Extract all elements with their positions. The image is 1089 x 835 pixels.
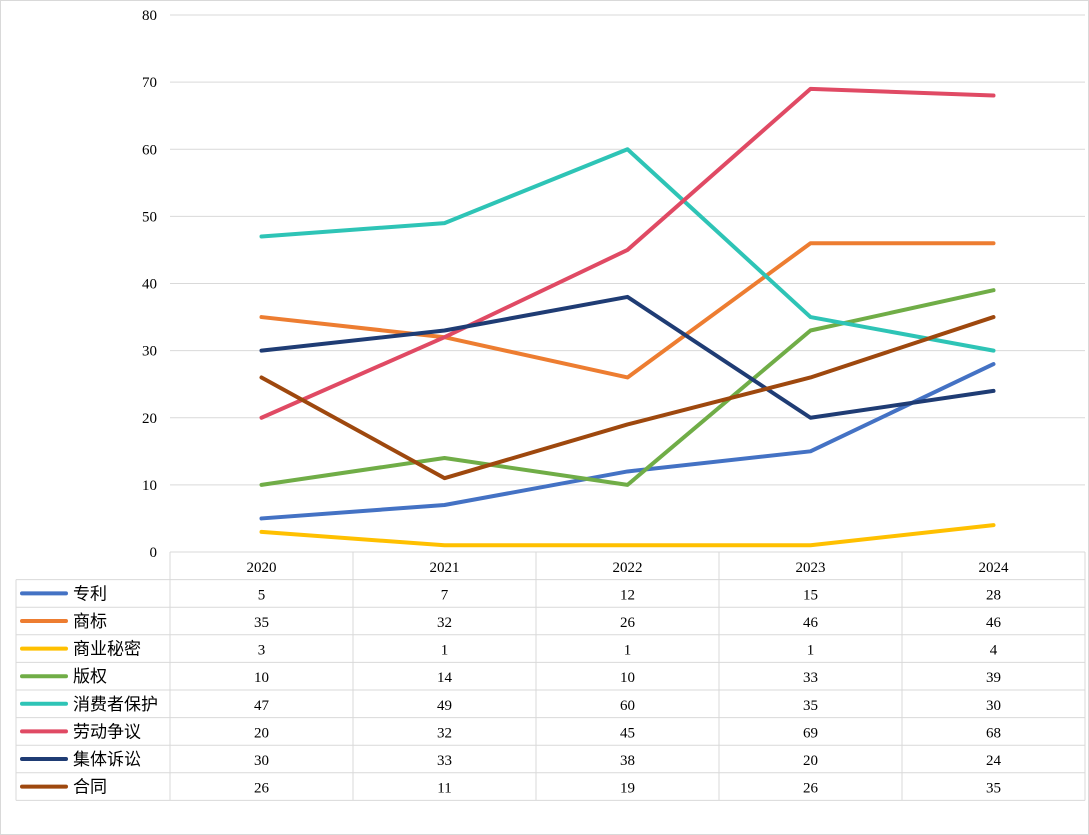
data-table-value: 35 bbox=[254, 615, 269, 631]
data-table-value: 32 bbox=[437, 615, 452, 631]
series-line-1 bbox=[259, 362, 996, 521]
data-table-value: 35 bbox=[986, 781, 1001, 797]
series-line-3 bbox=[259, 523, 996, 548]
y-tick-label: 60 bbox=[142, 142, 157, 158]
data-table-value: 15 bbox=[803, 587, 818, 603]
y-tick-label: 80 bbox=[142, 8, 157, 24]
data-table-value: 14 bbox=[437, 670, 453, 686]
data-table-value: 47 bbox=[254, 698, 270, 714]
data-table-value: 38 bbox=[620, 753, 635, 769]
legend-label: 合同 bbox=[73, 778, 107, 797]
data-table-value: 12 bbox=[620, 587, 635, 603]
legend-label: 商标 bbox=[73, 612, 107, 631]
data-table-value: 1 bbox=[624, 643, 632, 659]
data-table-value: 11 bbox=[437, 781, 451, 797]
legend-label: 劳动争议 bbox=[73, 722, 141, 741]
series-line-2 bbox=[259, 241, 996, 380]
data-table-value: 49 bbox=[437, 698, 452, 714]
series-line-7 bbox=[259, 294, 996, 420]
data-table-value: 26 bbox=[254, 781, 270, 797]
legend-label: 版权 bbox=[73, 667, 107, 686]
data-table-value: 68 bbox=[986, 725, 1001, 741]
data-table-value: 1 bbox=[441, 643, 449, 659]
data-table-value: 10 bbox=[254, 670, 269, 686]
data-table-value: 33 bbox=[437, 753, 452, 769]
legend-label: 商业秘密 bbox=[73, 640, 141, 659]
data-table-value: 39 bbox=[986, 670, 1001, 686]
legend-label: 集体诉讼 bbox=[73, 750, 141, 769]
data-table-value: 30 bbox=[986, 698, 1001, 714]
data-table-value: 20 bbox=[803, 753, 818, 769]
data-table-value: 28 bbox=[986, 587, 1001, 603]
data-table-value: 45 bbox=[620, 725, 635, 741]
data-table-value: 32 bbox=[437, 725, 452, 741]
data-table-value: 1 bbox=[807, 643, 815, 659]
data-table-value: 4 bbox=[990, 643, 998, 659]
data-table-value: 46 bbox=[803, 615, 819, 631]
data-table-value: 60 bbox=[620, 698, 635, 714]
legend-label: 消费者保护 bbox=[73, 695, 158, 714]
data-table-value: 20 bbox=[254, 725, 269, 741]
data-table-value: 7 bbox=[441, 587, 449, 603]
data-table-value: 19 bbox=[620, 781, 635, 797]
series-line-6 bbox=[259, 86, 996, 420]
data-table-value: 30 bbox=[254, 753, 269, 769]
y-tick-label: 0 bbox=[150, 545, 158, 561]
data-table-value: 3 bbox=[258, 643, 266, 659]
data-table-value: 33 bbox=[803, 670, 818, 686]
data-table-value: 46 bbox=[986, 615, 1002, 631]
y-tick-label: 10 bbox=[142, 478, 157, 494]
y-tick-label: 50 bbox=[142, 209, 157, 225]
x-category-label: 2022 bbox=[613, 560, 643, 576]
data-table-value: 26 bbox=[620, 615, 636, 631]
data-table-value: 69 bbox=[803, 725, 818, 741]
data-table-value: 26 bbox=[803, 781, 819, 797]
data-table-value: 10 bbox=[620, 670, 635, 686]
data-table-value: 35 bbox=[803, 698, 818, 714]
x-category-label: 2023 bbox=[796, 560, 826, 576]
y-tick-label: 40 bbox=[142, 277, 157, 293]
series-line-5 bbox=[259, 147, 996, 353]
x-category-label: 2021 bbox=[430, 560, 460, 576]
y-tick-label: 70 bbox=[142, 75, 157, 91]
x-category-label: 2020 bbox=[247, 560, 277, 576]
y-tick-label: 30 bbox=[142, 344, 157, 360]
y-tick-label: 20 bbox=[142, 411, 157, 427]
series-line-4 bbox=[259, 288, 996, 487]
x-category-label: 2024 bbox=[979, 560, 1010, 576]
series-line-8 bbox=[259, 315, 996, 481]
data-table-value: 24 bbox=[986, 753, 1002, 769]
data-table-value: 5 bbox=[258, 587, 266, 603]
legend-label: 专利 bbox=[73, 584, 107, 603]
